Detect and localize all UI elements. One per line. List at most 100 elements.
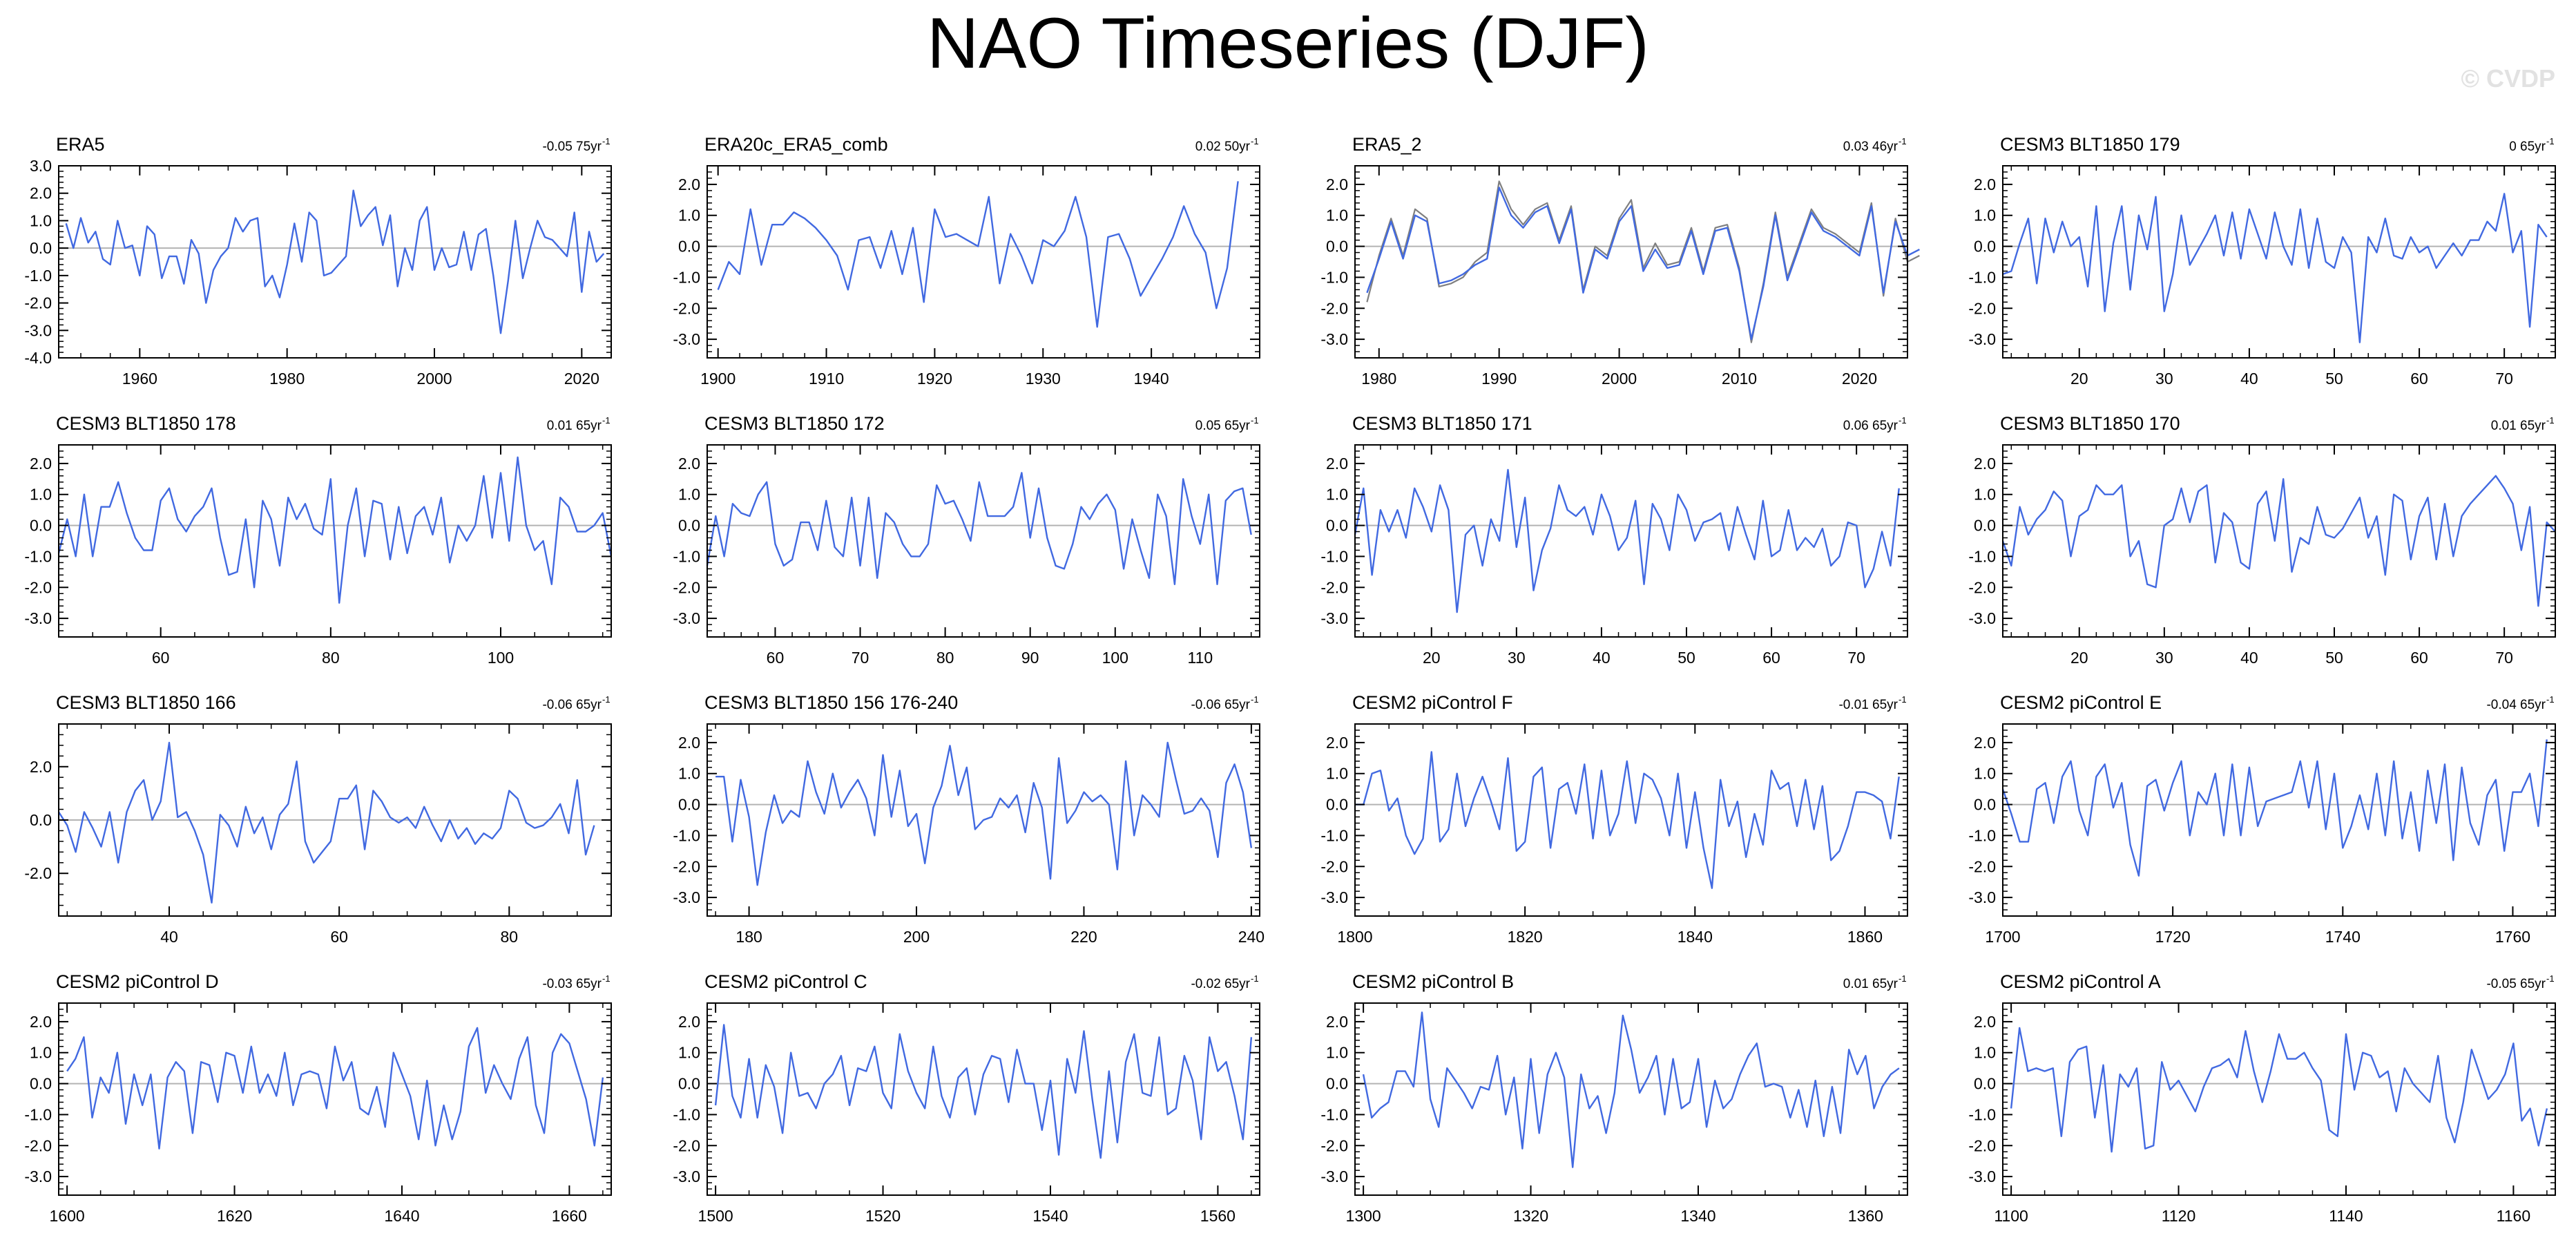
x-tick-label: 20	[2070, 370, 2088, 388]
series-line	[57, 456, 613, 604]
y-tick-label: 1.0	[30, 1044, 52, 1062]
y-tick-label: 0.0	[678, 238, 700, 256]
y-tick-label: 3.0	[30, 157, 52, 175]
series-line	[2002, 193, 2548, 343]
y-tick-label: -2.0	[1320, 299, 1348, 317]
x-tick-label: 70	[2495, 370, 2513, 388]
y-tick-label: -3.0	[1320, 1168, 1348, 1185]
x-tick-label: 1920	[917, 370, 952, 388]
panel-title: CESM3 BLT1850 166	[56, 692, 236, 713]
y-tick-label: -2.0	[673, 1136, 700, 1154]
x-tick-label: 1120	[2162, 1207, 2195, 1225]
y-tick-label: -1.0	[1968, 1105, 1996, 1123]
y-tick-label: -2.0	[1320, 857, 1348, 875]
x-tick-label: 60	[330, 928, 348, 946]
panel-trend-exponent: -1	[602, 415, 611, 426]
panel-13: CESM2 piControl D -0.03 65yr -1 2.0 1.0 0.0 -1…	[24, 971, 612, 1225]
x-tick-label: 1940	[1134, 370, 1169, 388]
panel-title: CESM3 BLT1850 170	[2000, 413, 2180, 434]
panel-trend: 0 65yr	[2509, 140, 2546, 154]
y-tick-label: 2.0	[1326, 734, 1348, 752]
y-tick-label: 0.0	[30, 239, 52, 257]
y-tick-label: -3.0	[1968, 888, 1996, 906]
panel-trend: -0.01 65yr	[1838, 698, 1898, 712]
series-line	[1355, 751, 1900, 889]
x-tick-label: 30	[2155, 370, 2173, 388]
watermark-text: © CVDP	[2461, 64, 2555, 93]
series-line	[2001, 739, 2548, 877]
panel-9: CESM3 BLT1850 166 -0.06 65yr -1 2.0 0.0 -2.0 4…	[24, 692, 612, 946]
y-tick-label: 2.0	[1974, 175, 1996, 193]
x-tick-label: 40	[160, 928, 178, 946]
y-tick-label: -2.0	[24, 864, 52, 882]
y-tick-label: 1.0	[678, 765, 700, 783]
y-tick-label: -3.0	[673, 1168, 700, 1185]
panel-6: CESM3 BLT1850 172 0.05 65yr -1 2.0 1.0 0.0 -1.…	[673, 413, 1260, 667]
y-tick-label: 2.0	[1974, 734, 1996, 752]
series-line	[717, 181, 1239, 328]
y-tick-label: 0.0	[30, 517, 52, 535]
x-tick-label: 1540	[1032, 1207, 1068, 1225]
x-tick-label: 1980	[269, 370, 305, 388]
panel-title: CESM2 piControl E	[2000, 692, 2162, 713]
panel-trend-exponent: -1	[602, 136, 611, 146]
panel-1: ERA5 -0.05 75yr -1 3.0 2.0 1.0 0.0 -1.0 -2.0 -3.0…	[24, 134, 612, 388]
y-tick-label: 1.0	[1326, 207, 1348, 225]
x-tick-label: 1930	[1026, 370, 1061, 388]
x-tick-label: 70	[2495, 649, 2513, 667]
y-tick-label: -2.0	[673, 578, 700, 596]
x-tick-label: 1660	[552, 1207, 587, 1225]
y-tick-label: -2.0	[1968, 578, 1996, 596]
y-tick-label: -2.0	[673, 299, 700, 317]
x-tick-label: 60	[1762, 649, 1780, 667]
y-tick-label: 0.0	[678, 1075, 700, 1093]
y-tick-label: 2.0	[1974, 1013, 1996, 1031]
panel-title: CESM2 piControl B	[1352, 971, 1514, 992]
panel-title: CESM3 BLT1850 156 176-240	[704, 692, 958, 713]
y-tick-label: 1.0	[678, 1044, 700, 1062]
series-line	[715, 741, 1253, 886]
panel-trend: -0.06 65yr	[542, 698, 602, 712]
panel-4: CESM3 BLT1850 179 0 65yr -1 2.0 1.0 0.0 -1.0 -2…	[1968, 134, 2556, 388]
x-tick-label: 50	[2325, 370, 2343, 388]
x-tick-label: 1560	[1200, 1207, 1236, 1225]
panel-trend: 0.01 65yr	[547, 419, 602, 433]
x-tick-label: 1960	[122, 370, 157, 388]
y-tick-label: -3.0	[1320, 330, 1348, 348]
y-tick-label: -3.0	[1968, 1168, 1996, 1185]
series-line	[2001, 475, 2556, 607]
panel-14: CESM2 piControl C -0.02 65yr -1 2.0 1.0 0.0 -1…	[673, 971, 1260, 1225]
panel-5: CESM3 BLT1850 178 0.01 65yr -1 2.0 1.0 0.0 -1.…	[24, 413, 613, 667]
x-tick-label: 180	[736, 928, 762, 946]
y-tick-label: -1.0	[673, 547, 700, 565]
y-tick-label: -1.0	[24, 1105, 52, 1123]
y-tick-label: -3.0	[24, 321, 52, 339]
x-tick-label: 1600	[50, 1207, 85, 1225]
y-tick-label: 2.0	[30, 1013, 52, 1031]
y-tick-label: -1.0	[1320, 826, 1348, 844]
panel-trend: 0.01 65yr	[1843, 977, 1899, 991]
y-tick-label: 0.0	[1974, 517, 1996, 535]
series-line	[66, 1027, 604, 1150]
y-tick-label: 1.0	[1326, 486, 1348, 504]
panel-trend-exponent: -1	[1899, 973, 1907, 984]
y-tick-label: -2.0	[24, 578, 52, 596]
y-tick-label: -4.0	[24, 349, 52, 367]
series-line	[1362, 1011, 1900, 1168]
y-tick-label: 0.0	[1326, 796, 1348, 814]
y-tick-label: -1.0	[673, 268, 700, 286]
x-tick-label: 20	[2070, 649, 2088, 667]
y-tick-label: 2.0	[1326, 175, 1348, 193]
plot-frame	[1354, 165, 1908, 359]
y-tick-label: -1.0	[1968, 826, 1996, 844]
x-tick-label: 90	[1021, 649, 1039, 667]
y-tick-label: 1.0	[678, 207, 700, 225]
y-tick-label: -3.0	[1320, 888, 1348, 906]
x-tick-label: 100	[488, 649, 514, 667]
y-tick-label: -3.0	[24, 609, 52, 627]
panel-2: ERA20c_ERA5_comb 0.02 50yr -1 2.0 1.0 0.0 -1.0…	[673, 134, 1260, 388]
y-tick-label: 1.0	[1974, 765, 1996, 783]
x-tick-label: 220	[1070, 928, 1097, 946]
y-tick-label: 0.0	[1326, 238, 1348, 256]
x-tick-label: 1500	[698, 1207, 733, 1225]
